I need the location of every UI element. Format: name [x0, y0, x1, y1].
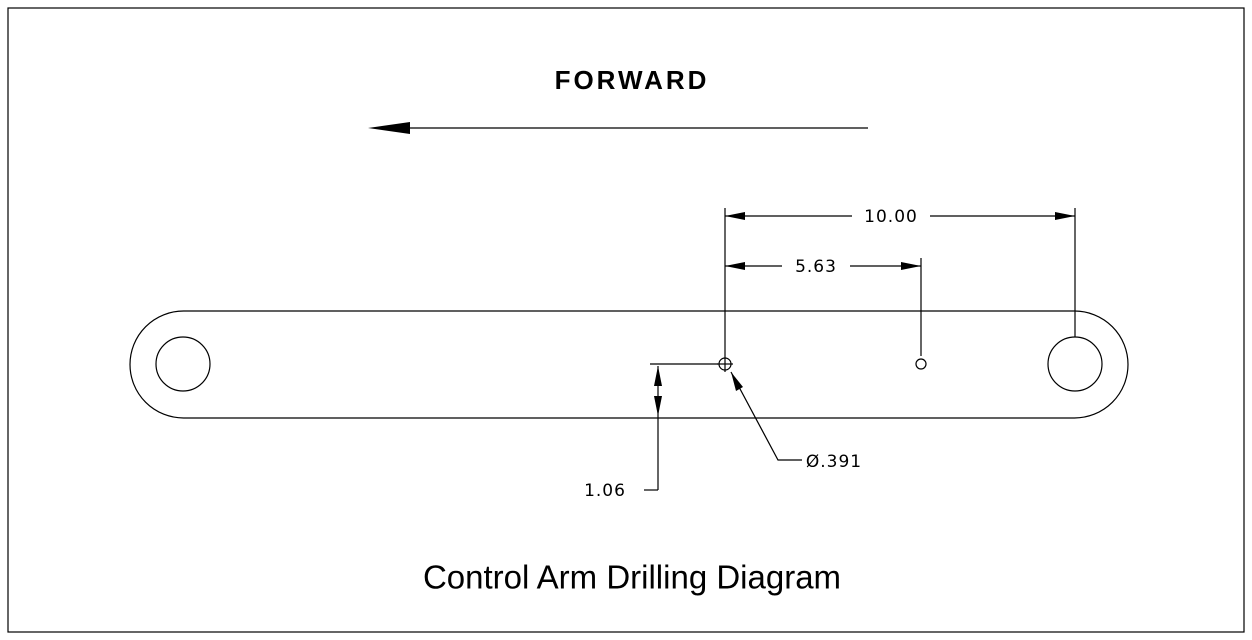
arrow-head	[725, 212, 745, 220]
arrow-head	[368, 122, 410, 134]
dimension-label: 1.06	[584, 481, 626, 501]
control-arm	[129, 310, 1129, 419]
arrow-head	[901, 262, 921, 270]
bushing-hole	[1047, 336, 1103, 392]
arrow-head	[731, 372, 743, 391]
direction-label: FORWARD	[555, 65, 710, 95]
drill-hole	[915, 358, 927, 370]
frame	[7, 7, 1245, 633]
arrow-head	[654, 366, 662, 386]
dimension-label: Ø.391	[806, 452, 862, 472]
leader-line	[730, 371, 802, 461]
arrow-head	[1055, 212, 1075, 220]
dimension-label: 10.00	[864, 207, 918, 227]
title: Control Arm Drilling Diagram	[423, 559, 841, 596]
dimension-label: 5.63	[795, 257, 837, 277]
arrow-head	[725, 262, 745, 270]
arrow-head	[654, 396, 662, 416]
bushing-hole	[155, 336, 211, 392]
